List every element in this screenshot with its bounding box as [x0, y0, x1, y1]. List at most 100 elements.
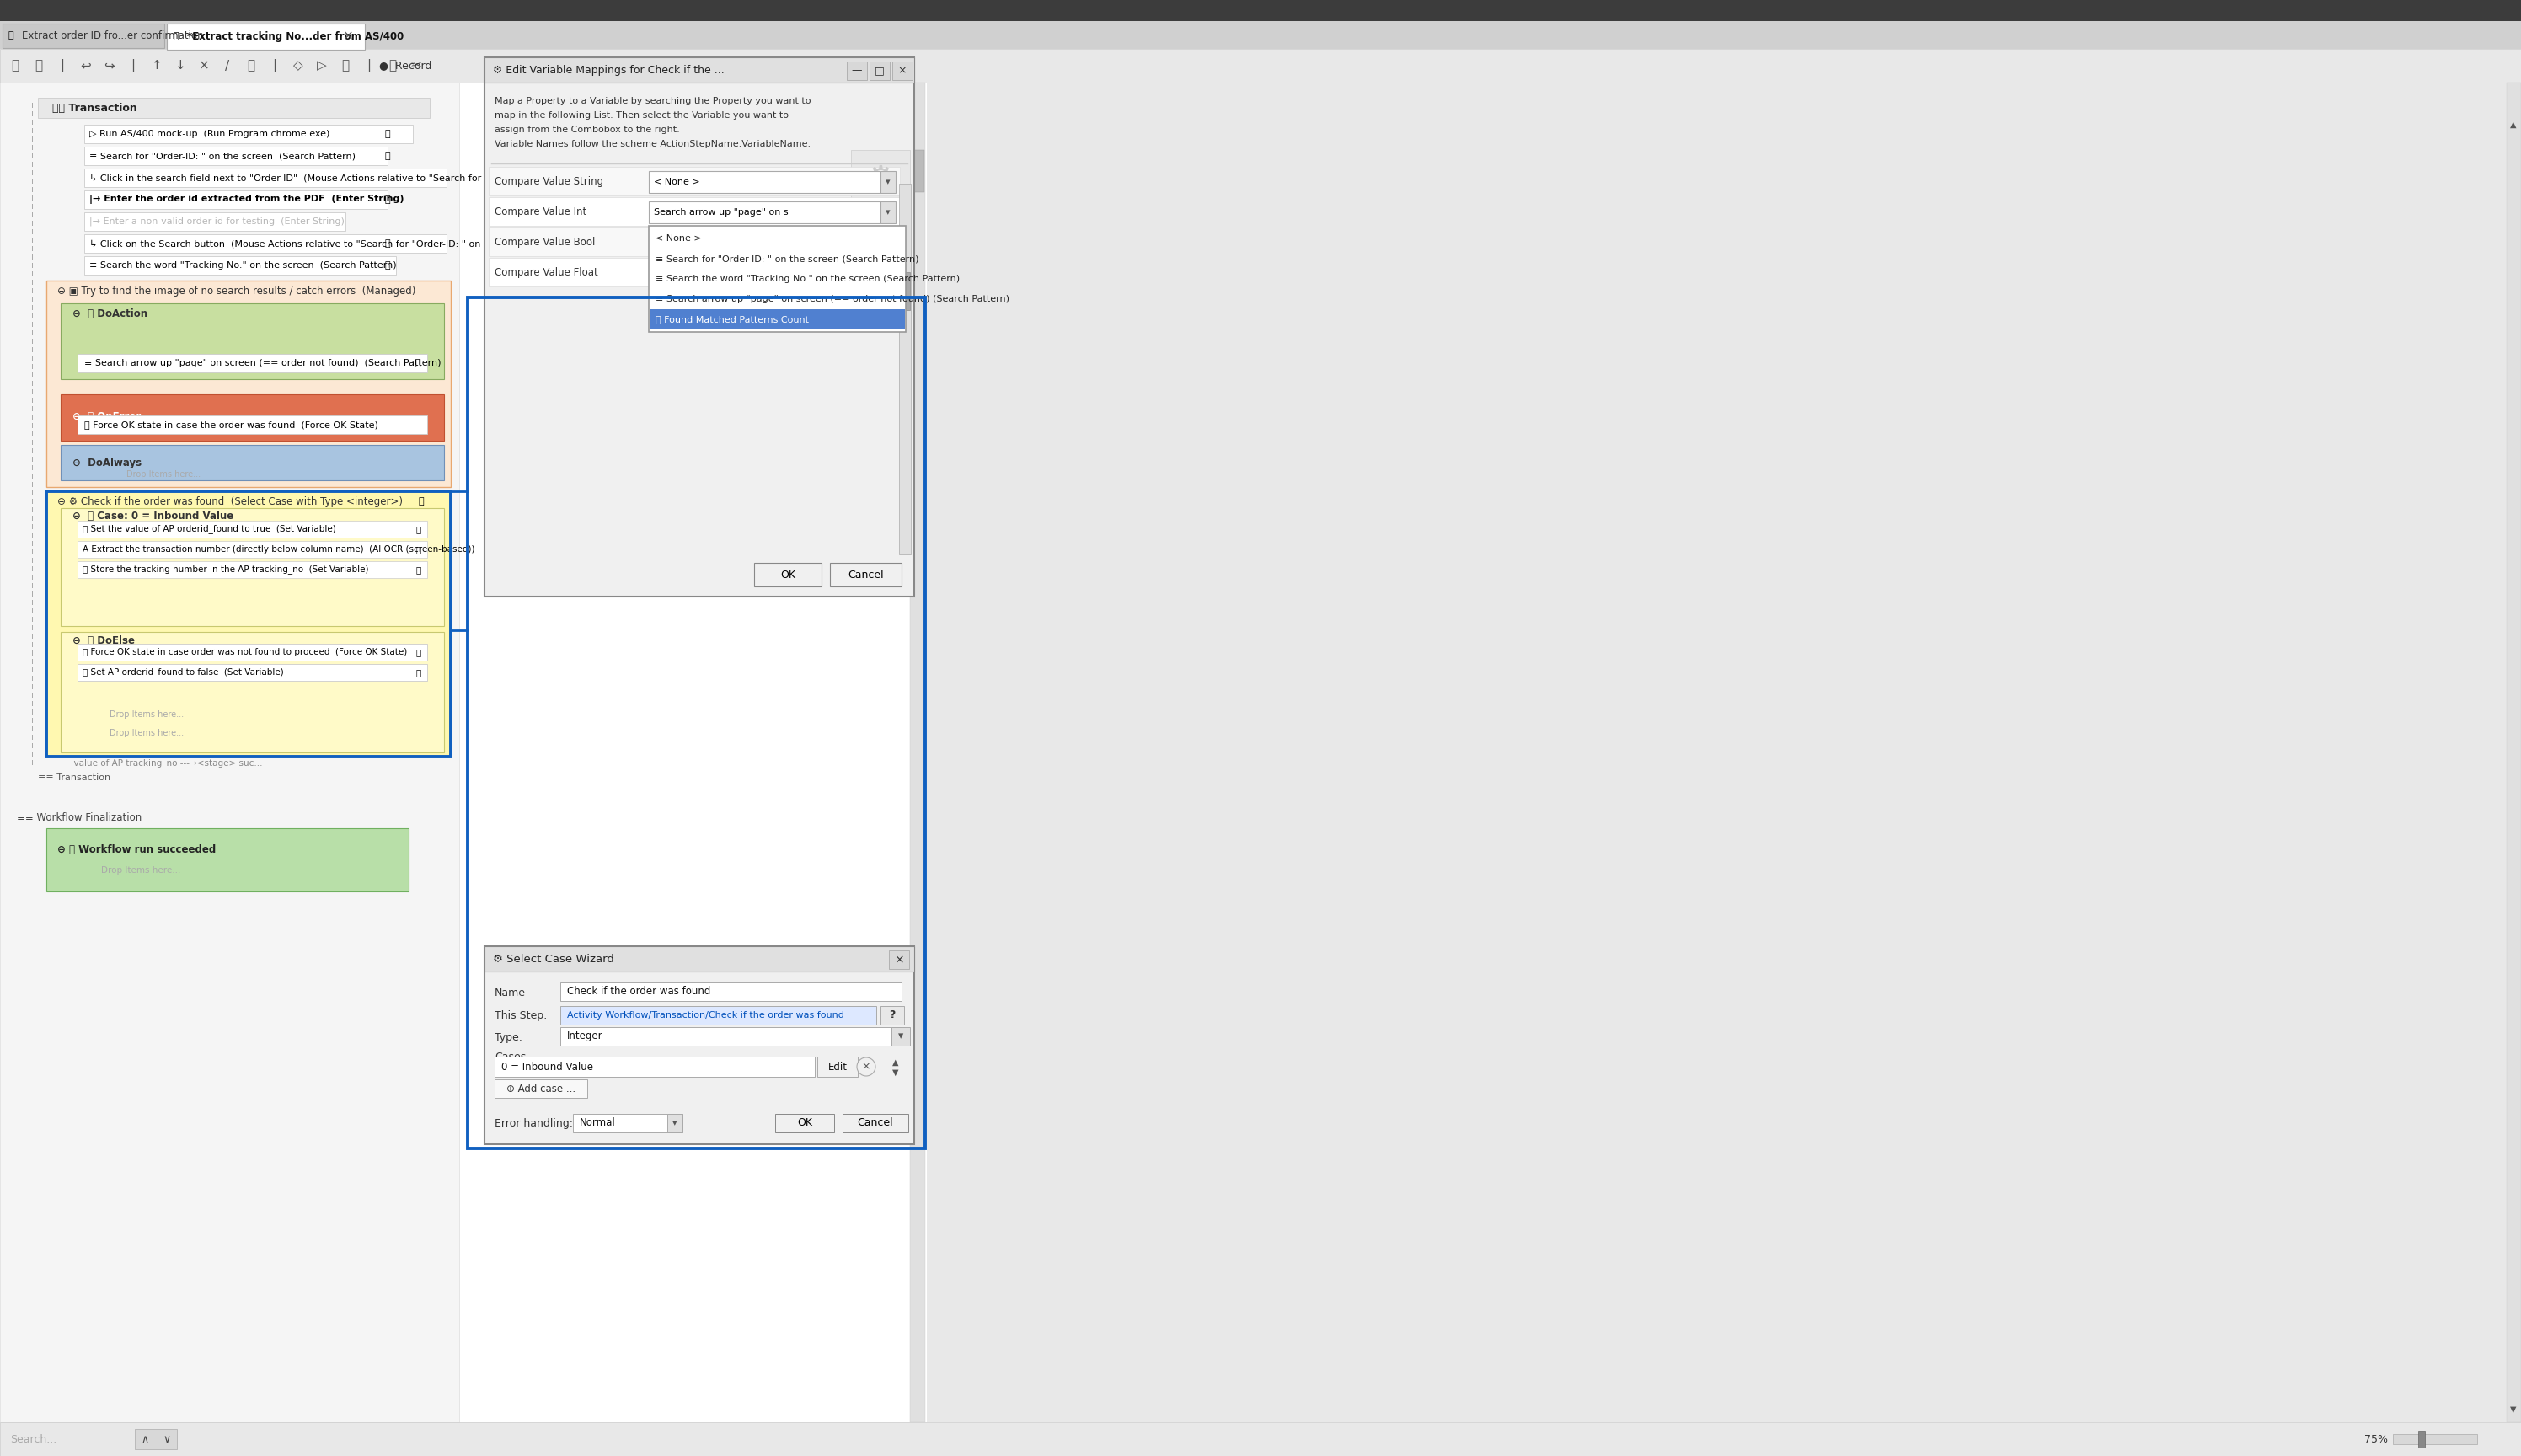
Text: ⓦ Found Matched Patterns Count: ⓦ Found Matched Patterns Count [655, 314, 809, 323]
Text: ▾: ▾ [673, 1120, 678, 1127]
Text: ⊖ ▣ Try to find the image of no search results / catch errors  (Managed): ⊖ ▣ Try to find the image of no search r… [58, 285, 416, 296]
Bar [78, 542, 426, 558]
Bar [0, 83, 459, 1423]
Text: ×: × [895, 954, 905, 965]
Bar [774, 1114, 834, 1133]
Bar [78, 415, 426, 434]
Text: A Extract the transaction number (directly below column name)  (AI OCR (screen-b: A Extract the transaction number (direct… [83, 545, 474, 553]
Bar [650, 309, 905, 329]
Text: |→ Enter a non-valid order id for testing  (Enter String): |→ Enter a non-valid order id for testin… [88, 217, 345, 226]
Text: ⓘ Set the value of AP orderid_found to true  (Set Variable): ⓘ Set the value of AP orderid_found to t… [83, 524, 335, 534]
Text: ⓘ Set AP orderid_found to false  (Set Variable): ⓘ Set AP orderid_found to false (Set Var… [83, 668, 285, 677]
Bar [61, 446, 444, 480]
Text: 📌: 📌 [386, 130, 391, 138]
Text: Activity Workflow/Transaction/Check if the order was found: Activity Workflow/Transaction/Check if t… [567, 1010, 845, 1019]
Bar [900, 183, 910, 555]
Text: *Extract tracking No...der from AS/400: *Extract tracking No...der from AS/400 [187, 31, 403, 42]
Text: 🐛: 🐛 [343, 60, 350, 71]
Bar [45, 281, 451, 486]
Text: OK: OK [779, 569, 797, 579]
Text: ▾: ▾ [885, 269, 890, 277]
Bar [489, 258, 900, 287]
Bar [78, 521, 426, 537]
Bar [0, 1423, 2521, 1456]
Bar [880, 170, 895, 194]
Text: —: — [852, 66, 862, 76]
Text: ≡ Search the word "Tracking No." on the screen  (Search Pattern): ≡ Search the word "Tracking No." on the … [88, 261, 396, 269]
Bar [83, 213, 345, 232]
Bar [61, 632, 444, 753]
Bar [83, 234, 446, 253]
Text: ≡ Search the word "Tracking No." on the screen (Search Pattern): ≡ Search the word "Tracking No." on the … [655, 275, 961, 282]
Text: Name: Name [494, 987, 527, 997]
Bar [0, 20, 2521, 50]
Text: |: | [368, 60, 371, 73]
Bar [0, 0, 2521, 20]
Text: ✂: ✂ [411, 60, 421, 71]
Text: ⓘ Force OK state in case the order was found  (Force OK State): ⓘ Force OK state in case the order was f… [83, 421, 378, 430]
Text: ▾: ▾ [885, 239, 890, 248]
Text: assign from the Combobox to the right.: assign from the Combobox to the right. [494, 125, 681, 134]
Bar [900, 272, 910, 310]
Text: 🚚: 🚚 [247, 60, 255, 71]
Text: Extract order ID fro...er confirmation: Extract order ID fro...er confirmation [23, 31, 204, 41]
Bar [83, 256, 396, 275]
Text: Error handling:: Error handling: [494, 1118, 572, 1128]
Bar [3, 23, 164, 48]
Text: Cases: Cases [494, 1053, 527, 1063]
Text: ×: × [897, 66, 908, 76]
Bar [489, 197, 900, 226]
Text: ⚙: ⚙ [865, 163, 895, 195]
Bar [0, 50, 2521, 83]
Text: This Step:: This Step: [494, 1010, 547, 1021]
Text: ▾: ▾ [885, 178, 890, 186]
Text: 📌: 📌 [416, 526, 421, 533]
Bar [754, 563, 822, 587]
Text: 📄: 📄 [8, 31, 15, 39]
Text: Compare Value String: Compare Value String [494, 176, 603, 188]
Text: 📄: 📄 [174, 32, 179, 41]
Bar [78, 561, 426, 578]
Text: ⚙ Edit Variable Mappings for Check if the ...: ⚙ Edit Variable Mappings for Check if th… [494, 64, 724, 76]
Text: ↳ Click in the search field next to "Order-ID"  (Mouse Actions relative to "Sear: ↳ Click in the search field next to "Ord… [88, 173, 597, 182]
Bar [928, 83, 2521, 1423]
Text: ▼: ▼ [2511, 1405, 2516, 1414]
Text: ≡≡ Transaction: ≡≡ Transaction [38, 773, 111, 782]
Text: ⊖  ⓘ OnError: ⊖ ⓘ OnError [73, 411, 141, 422]
Bar [668, 1114, 683, 1133]
Text: Type:: Type: [494, 1032, 522, 1042]
Text: Drop Items here...: Drop Items here... [108, 729, 184, 737]
Text: ▲: ▲ [892, 1059, 900, 1067]
Bar [880, 262, 895, 284]
Text: 0 = Inbound Value: 0 = Inbound Value [502, 1061, 592, 1072]
Text: Search arrow up "page" on s: Search arrow up "page" on s [653, 208, 789, 217]
Text: ↑: ↑ [151, 60, 161, 71]
Bar [870, 61, 890, 80]
Text: ∧: ∧ [141, 1434, 149, 1444]
Bar [166, 23, 366, 50]
Text: ▾: ▾ [897, 1031, 903, 1042]
Bar [134, 1428, 176, 1449]
Bar [560, 1026, 903, 1045]
Text: ≡≡ Workflow Finalization: ≡≡ Workflow Finalization [18, 812, 141, 824]
Text: ⊖ ⓘ Workflow run succeeded: ⊖ ⓘ Workflow run succeeded [58, 844, 217, 855]
Text: ⊕ Add case ...: ⊕ Add case ... [507, 1083, 575, 1093]
Text: Map a Property to a Variable by searching the Property you want to: Map a Property to a Variable by searchin… [494, 98, 812, 105]
Bar [842, 1114, 908, 1133]
Text: ×: × [343, 31, 353, 42]
Bar [648, 201, 880, 223]
Text: Check if the order was found: Check if the order was found [567, 986, 711, 997]
Text: ⊖  ⓘ Case: 0 = Inbound Value: ⊖ ⓘ Case: 0 = Inbound Value [73, 511, 234, 523]
Text: Integer: Integer [567, 1031, 603, 1042]
Text: /: / [224, 60, 229, 71]
Text: ◇: ◇ [292, 60, 303, 71]
Bar [484, 946, 915, 971]
Bar [560, 983, 903, 1002]
Text: ▷: ▷ [318, 60, 328, 71]
Bar [83, 191, 388, 210]
Bar [880, 201, 895, 223]
Bar [45, 491, 451, 757]
Text: Drop Items here...: Drop Items here... [126, 470, 202, 479]
Text: Cancel: Cancel [857, 1118, 892, 1128]
Text: 📌: 📌 [416, 545, 421, 553]
